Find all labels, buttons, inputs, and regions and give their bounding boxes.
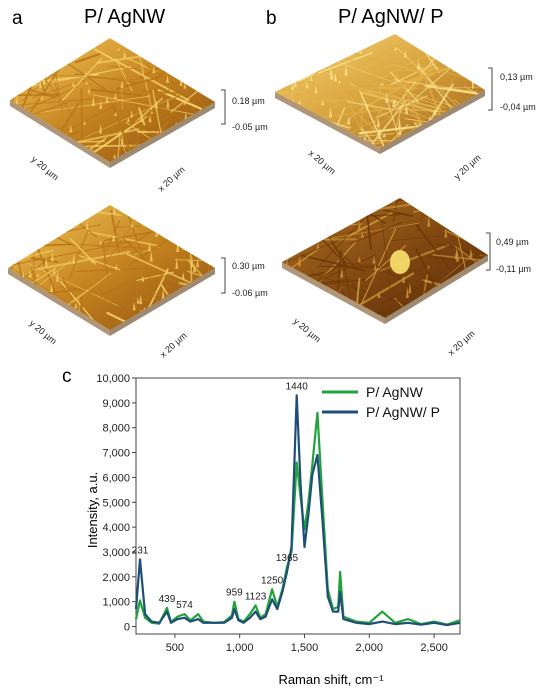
scale-max-b-top: 0,13 µm: [500, 72, 533, 82]
afm-images: [8, 34, 493, 336]
x-axis: 500 1,000 1,500 2,000 2,500: [166, 634, 448, 654]
y-tick-label: 6,000: [102, 472, 130, 484]
peak-label: 231: [132, 545, 149, 556]
peak-label: 1250: [261, 575, 284, 586]
scale-max-a-bottom: 0.30 µm: [232, 261, 265, 271]
afm-image-a-bottom: [8, 205, 215, 336]
x-tick-label: 500: [166, 642, 184, 654]
peak-label: 574: [176, 600, 193, 611]
y-tick-label: 5,000: [102, 497, 130, 509]
chart-frame: [135, 377, 461, 635]
panel-b-letter: b: [266, 8, 277, 29]
afm-image-a-top: [10, 38, 215, 168]
panel-b-title: P/ AgNW/ P: [338, 6, 444, 28]
y-axis-label: Intensity, a.u.: [85, 472, 100, 548]
afm-image-b-top: [275, 34, 485, 154]
y-tick-label: 8,000: [102, 423, 130, 435]
peak-label: 1365: [276, 553, 299, 564]
peak-label: 1440: [286, 381, 309, 392]
scale-bracket-b-bottom: [486, 232, 491, 271]
x-tick-label: 2,000: [356, 642, 384, 654]
x-tick-label: 1,000: [226, 642, 254, 654]
x-tick-label: 1,500: [291, 642, 319, 654]
y-tick-label: 10,000: [96, 373, 130, 385]
y-tick-label: 0: [124, 622, 130, 634]
scale-bracket-a-top: [221, 89, 226, 125]
y-axis: 0 1,000 2,000 3,000 4,000 5,000 6,000 7,000 8,00…: [96, 373, 136, 634]
y-tick-label: 2,000: [102, 572, 130, 584]
chart-legend: P/ AgNW P/ AgNW/ P: [322, 384, 440, 420]
y-tick-label: 7,000: [102, 448, 130, 460]
plot-frame: [135, 377, 461, 635]
peak-label: 959: [226, 588, 243, 599]
y-tick-label: 3,000: [102, 547, 130, 559]
scale-max-a-top: 0.18 µm: [232, 96, 265, 106]
x-axis-label: Raman shift, cm⁻¹: [278, 672, 384, 687]
scale-min-b-top: -0,04 µm: [500, 102, 536, 112]
legend-label: P/ AgNW: [366, 384, 424, 400]
scale-max-b-bottom: 0,49 µm: [496, 237, 529, 247]
scale-min-b-bottom: -0,11 µm: [496, 264, 532, 274]
scale-bracket-b-top: [488, 67, 493, 111]
scale-bracket-a-bottom: [221, 257, 226, 294]
series-line-p-agnw-p: [134, 394, 461, 627]
panel-a-title: P/ AgNW: [84, 6, 166, 28]
scale-min-a-top: -0.05 µm: [232, 122, 268, 132]
chart-series: [134, 394, 461, 627]
y-tick-label: 9,000: [102, 398, 130, 410]
peak-label: 1123: [245, 591, 267, 602]
y-tick-label: 1,000: [102, 597, 130, 609]
legend-label: P/ AgNW/ P: [366, 404, 440, 420]
panel-a-letter: a: [12, 8, 23, 29]
y-tick-label: 4,000: [102, 522, 130, 534]
peak-label: 439: [159, 594, 176, 605]
x-tick-label: 2,500: [420, 642, 448, 654]
scale-min-a-bottom: -0.06 µm: [232, 288, 268, 298]
panel-c-letter: c: [62, 366, 72, 387]
raman-chart: 0 1,000 2,000 3,000 4,000 5,000 6,000 7,000 8,00…: [85, 373, 461, 687]
